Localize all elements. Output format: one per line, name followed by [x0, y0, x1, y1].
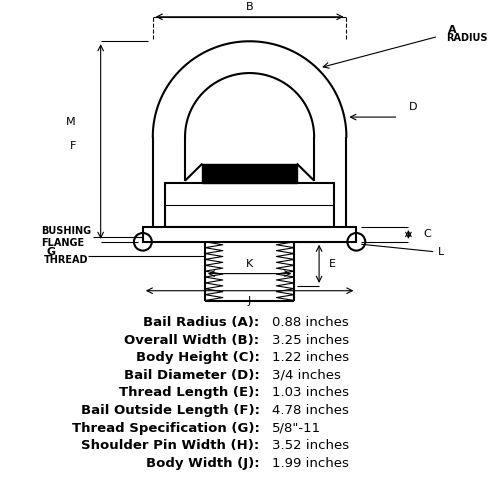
Text: 1.22 inches: 1.22 inches — [272, 351, 349, 364]
Text: K: K — [246, 258, 253, 268]
FancyBboxPatch shape — [165, 183, 334, 227]
Text: Thread Specification (G):: Thread Specification (G): — [72, 422, 260, 434]
Text: Overall Width (B):: Overall Width (B): — [124, 334, 260, 346]
Text: B: B — [246, 2, 254, 12]
Text: 3.52 inches: 3.52 inches — [272, 440, 349, 452]
Text: J: J — [248, 296, 251, 306]
Text: Bail Radius (A):: Bail Radius (A): — [144, 316, 260, 329]
Text: Body Height (C):: Body Height (C): — [136, 351, 260, 364]
Text: Bail Diameter (D):: Bail Diameter (D): — [124, 369, 260, 382]
Text: THREAD: THREAD — [44, 255, 88, 265]
FancyBboxPatch shape — [143, 227, 356, 242]
Text: L: L — [438, 246, 444, 256]
Text: F: F — [70, 142, 76, 152]
Text: 1.99 inches: 1.99 inches — [272, 457, 349, 470]
Text: RADIUS: RADIUS — [446, 33, 487, 43]
Text: G: G — [46, 246, 55, 256]
Text: Body Width (J):: Body Width (J): — [146, 457, 260, 470]
Text: D: D — [408, 102, 417, 112]
Text: BUSHING
FLANGE: BUSHING FLANGE — [41, 226, 91, 248]
Text: 1.03 inches: 1.03 inches — [272, 386, 349, 400]
Text: 5/8"-11: 5/8"-11 — [272, 422, 321, 434]
Text: 3.25 inches: 3.25 inches — [272, 334, 349, 346]
Polygon shape — [202, 164, 297, 183]
Text: 4.78 inches: 4.78 inches — [272, 404, 349, 417]
Text: E: E — [329, 259, 336, 269]
Text: Shoulder Pin Width (H):: Shoulder Pin Width (H): — [82, 440, 260, 452]
Text: A: A — [448, 25, 457, 35]
Text: M: M — [66, 117, 76, 127]
Text: C: C — [424, 230, 431, 239]
Text: 0.88 inches: 0.88 inches — [272, 316, 348, 329]
Text: 3/4 inches: 3/4 inches — [272, 369, 341, 382]
Text: Thread Length (E):: Thread Length (E): — [119, 386, 260, 400]
Text: Bail Outside Length (F):: Bail Outside Length (F): — [80, 404, 260, 417]
